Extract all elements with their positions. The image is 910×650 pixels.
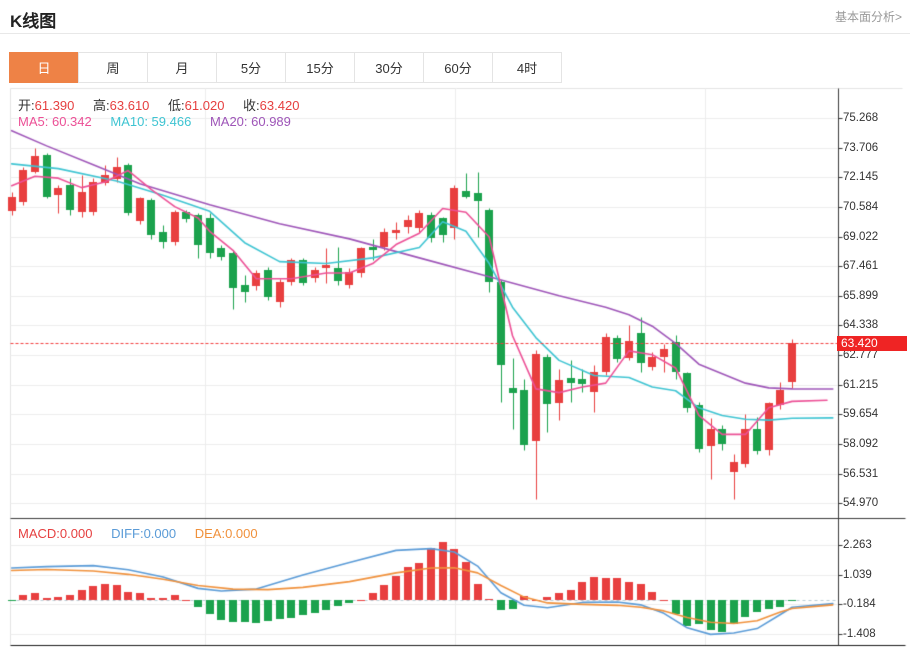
period-tabs: 日 周 月 5分 15分 30分 60分 4时 [9, 52, 562, 83]
fundamental-analysis-link[interactable]: 基本面分析> [834, 10, 902, 24]
last-price-badge: 63.420 [837, 336, 907, 351]
tab-4hour[interactable]: 4时 [492, 52, 562, 83]
tab-60min[interactable]: 60分 [423, 52, 493, 83]
tab-30min[interactable]: 30分 [354, 52, 424, 83]
tab-day[interactable]: 日 [9, 52, 79, 83]
tab-month[interactable]: 月 [147, 52, 217, 83]
header: K线图 基本面分析> [0, 0, 910, 34]
tab-week[interactable]: 周 [78, 52, 148, 83]
tab-15min[interactable]: 15分 [285, 52, 355, 83]
page-title: K线图 [10, 12, 57, 31]
tab-5min[interactable]: 5分 [216, 52, 286, 83]
